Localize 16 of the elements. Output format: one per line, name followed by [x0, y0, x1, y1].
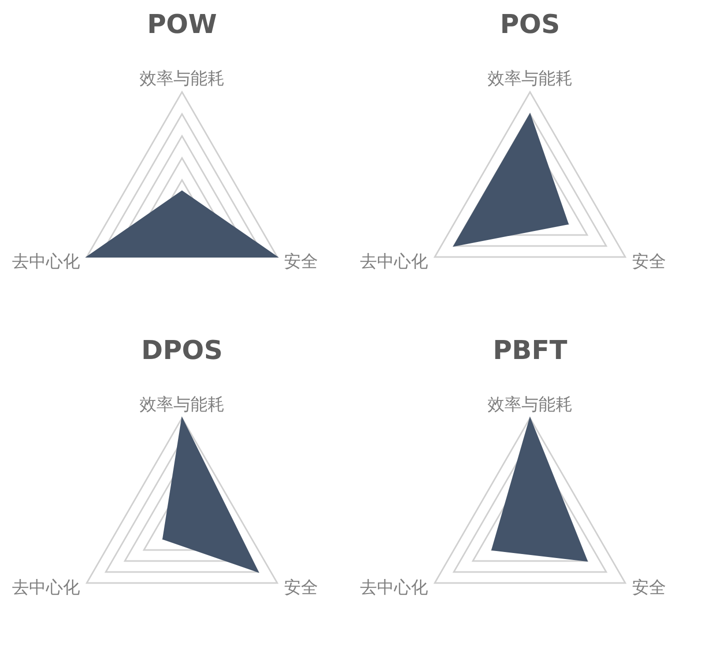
spoke-label: 安全	[632, 578, 666, 598]
spoke-label: 安全	[284, 252, 318, 272]
spoke-label: 效率与能耗	[140, 69, 224, 89]
chart-title: POW	[147, 9, 217, 42]
spoke-label: 去中心化	[12, 578, 80, 598]
spoke-label: 安全	[284, 578, 318, 598]
spoke-label: 效率与能耗	[488, 69, 572, 89]
chart-title: POS	[500, 9, 560, 42]
spoke-label: 效率与能耗	[488, 395, 572, 415]
spoke-label: 安全	[632, 252, 666, 272]
spoke-label: 去中心化	[360, 578, 428, 598]
chart-title: DPOS	[141, 335, 223, 368]
spoke-label: 去中心化	[12, 252, 80, 272]
chart-title: PBFT	[492, 335, 568, 368]
spoke-label: 去中心化	[360, 252, 428, 272]
spoke-label: 效率与能耗	[140, 395, 224, 415]
